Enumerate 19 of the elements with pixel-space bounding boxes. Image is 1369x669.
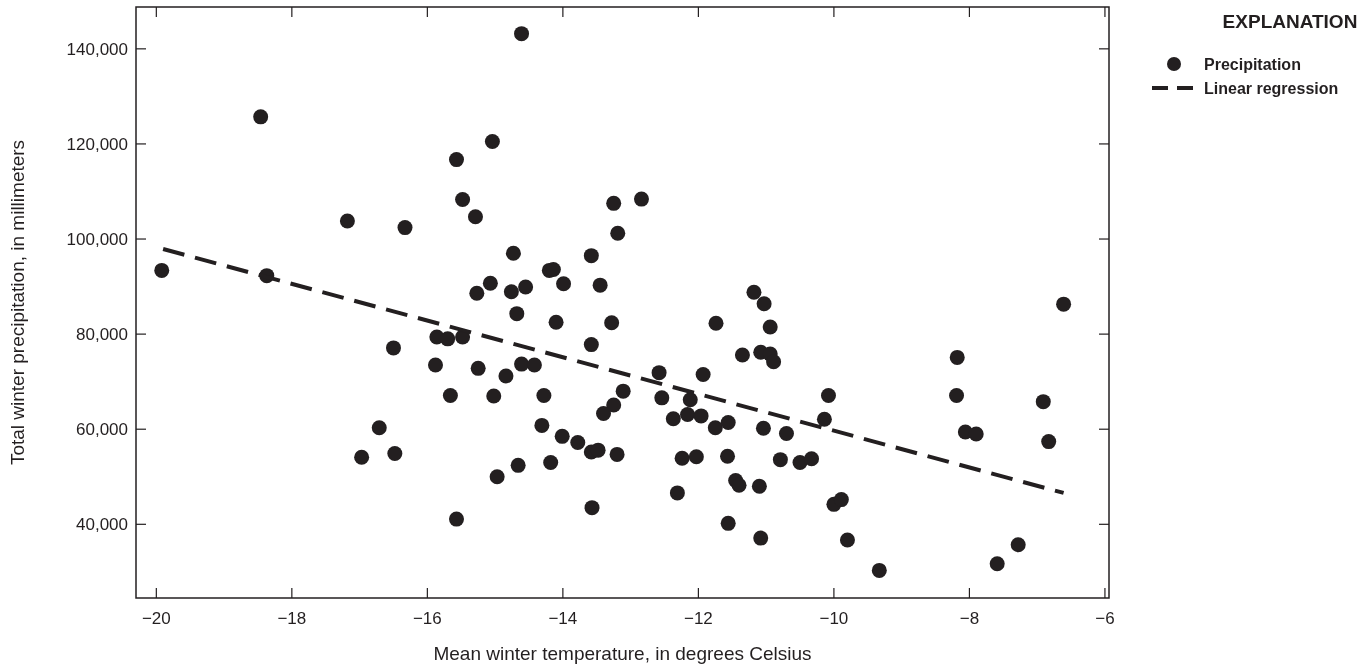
x-tick-label: −18 [277, 609, 307, 628]
x-tick-label: −12 [683, 609, 713, 628]
y-tick-label: 60,000 [76, 420, 128, 440]
y-tick-label: 120,000 [66, 134, 128, 154]
legend-label: Linear regression [1204, 80, 1339, 97]
x-tick-label: −14 [548, 609, 578, 628]
x-tick-label: −6 [1095, 609, 1115, 628]
y-axis-title: Total winter precipitation, in millimeters [7, 139, 28, 466]
x-axis-title: Mean winter temperature, in degrees Celsius [433, 643, 812, 664]
y-tick-label: 140,000 [66, 39, 128, 59]
legend-label: Precipitation [1204, 56, 1301, 73]
legend-title: EXPLANATION [1222, 11, 1358, 32]
x-tick-label: −20 [141, 609, 171, 628]
y-tick-label: 100,000 [66, 230, 128, 250]
y-tick-label: 40,000 [76, 515, 128, 535]
y-tick-label: 80,000 [76, 325, 128, 345]
x-tick-label: −8 [959, 609, 980, 628]
x-tick-label: −16 [412, 609, 442, 628]
x-tick-label: −10 [819, 609, 849, 628]
